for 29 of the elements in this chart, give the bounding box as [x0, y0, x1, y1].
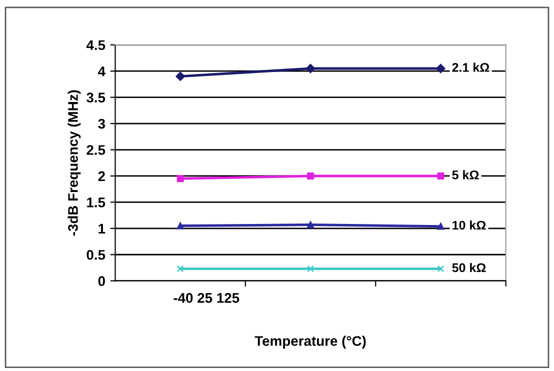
y-tick-label: 2: [98, 171, 105, 182]
point: [176, 72, 185, 81]
y-axis-title: -3dB Frequency (MHz): [68, 90, 81, 236]
point: [437, 222, 444, 230]
y-tick-label: 2.5: [86, 145, 106, 155]
y-tick-label: 1.5: [87, 198, 106, 208]
y-tick-label: 4: [98, 66, 106, 76]
point: [306, 64, 316, 74]
y-tick-label: 3: [98, 118, 106, 129]
y-tick-label: 4.5: [86, 40, 106, 50]
series-label: 10 kΩ: [452, 220, 486, 230]
y-tick-label: 0: [98, 276, 105, 286]
point: [307, 172, 314, 180]
point: [176, 175, 184, 182]
point: [437, 265, 444, 272]
y-tick-label: 1: [98, 224, 106, 234]
point: [436, 64, 446, 74]
y-tick-label: 0.5: [86, 250, 106, 260]
point: [437, 172, 444, 180]
series-label: 5 kΩ: [452, 170, 479, 180]
point: [176, 222, 184, 230]
x-axis-title: Temperature (°C): [254, 336, 366, 349]
y-tick-label: 3.5: [86, 92, 106, 103]
point: [307, 265, 314, 272]
series-label: 2.1 kΩ: [452, 62, 490, 72]
series-label: 50 kΩ: [452, 262, 486, 272]
point: [176, 265, 184, 272]
x-tick-label: -40 25 125: [174, 293, 240, 303]
point: [307, 221, 314, 228]
